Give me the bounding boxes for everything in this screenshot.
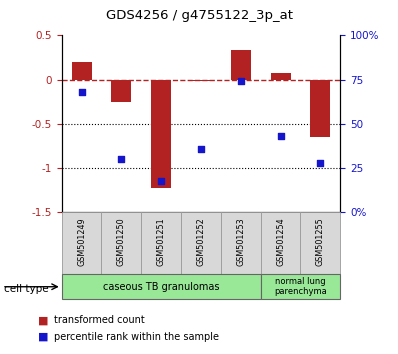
Text: GSM501253: GSM501253: [236, 217, 245, 266]
Text: GDS4256 / g4755122_3p_at: GDS4256 / g4755122_3p_at: [105, 9, 293, 22]
Bar: [261, 274, 340, 299]
Text: GSM501251: GSM501251: [157, 217, 166, 266]
Bar: [271, 73, 291, 80]
Text: ■: ■: [38, 315, 48, 325]
Text: GSM501254: GSM501254: [276, 217, 285, 266]
Text: GSM501255: GSM501255: [316, 217, 325, 266]
Text: caseous TB granulomas: caseous TB granulomas: [103, 282, 219, 292]
Point: [317, 160, 324, 166]
Bar: [231, 50, 251, 80]
Bar: [310, 80, 330, 137]
Bar: [300, 212, 340, 274]
Bar: [72, 62, 92, 80]
Bar: [62, 212, 101, 274]
Text: percentile rank within the sample: percentile rank within the sample: [54, 332, 219, 342]
Text: ■: ■: [38, 332, 48, 342]
Point: [198, 146, 204, 152]
Text: transformed count: transformed count: [54, 315, 144, 325]
Text: GSM501250: GSM501250: [117, 217, 126, 266]
Bar: [111, 80, 131, 102]
Point: [238, 79, 244, 84]
Bar: [141, 212, 181, 274]
Bar: [181, 212, 221, 274]
Point: [78, 89, 85, 95]
Text: GSM501249: GSM501249: [77, 217, 86, 266]
Point: [118, 156, 125, 162]
Bar: [151, 80, 171, 188]
Bar: [191, 80, 211, 81]
Bar: [221, 212, 261, 274]
Bar: [62, 274, 261, 299]
Text: GSM501252: GSM501252: [197, 217, 205, 266]
Point: [277, 133, 284, 139]
Bar: [101, 212, 141, 274]
Text: cell type: cell type: [4, 284, 49, 293]
Text: normal lung
parenchyma: normal lung parenchyma: [274, 277, 327, 296]
Point: [158, 178, 164, 183]
Bar: [261, 212, 300, 274]
